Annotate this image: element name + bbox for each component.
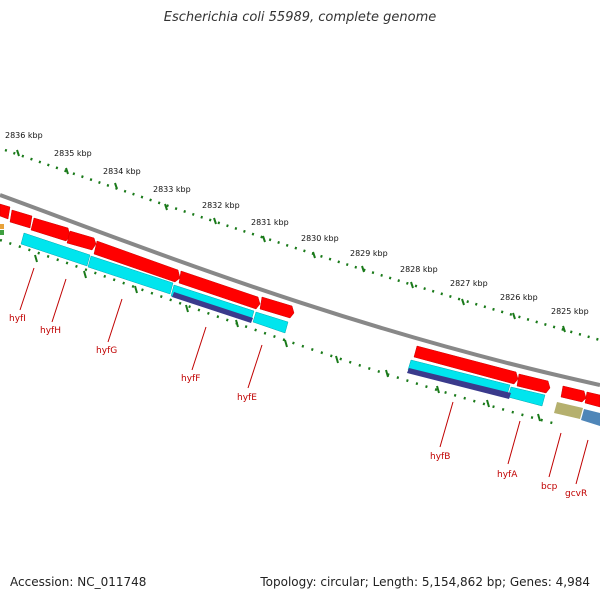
inner-major-ticks [34,254,541,422]
cds-features-right [413,345,600,408]
kbp-label: 2836 kbp [5,131,43,140]
outer-major-ticks [16,149,566,333]
kbp-label: 2830 kbp [301,234,339,243]
cds-features-left [0,203,295,319]
kbp-label: 2826 kbp [500,293,538,302]
gene-label-gcvR: gcvR [565,489,587,499]
rna-features [20,232,546,407]
gene-label-hyfA: hyfA [497,470,518,480]
gene-label-hyfH: hyfH [40,326,61,336]
gene-leaders [19,267,589,485]
gene-label-hyfB: hyfB [430,452,450,462]
kbp-label: 2828 kbp [400,265,438,274]
map-title: Escherichia coli 55989, complete genome [163,10,437,25]
genome-summary: Topology: circular; Length: 5,154,862 bp… [260,575,590,589]
misc-features [554,402,600,426]
edge-features [0,224,4,235]
kbp-label: 2832 kbp [202,201,240,210]
kbp-label: 2835 kbp [54,149,92,158]
kbp-label: 2827 kbp [450,279,488,288]
inner-scale-dots [0,238,561,427]
gene-label-hyfF: hyfF [181,374,200,384]
gene-label-hyfE: hyfE [237,393,257,403]
gene-label-hyfG: hyfG [96,346,117,356]
kbp-label: 2833 kbp [153,185,191,194]
accession-label: Accession: NC_011748 [10,575,147,589]
genome-backbone [0,193,600,387]
kbp-label: 2831 kbp [251,218,289,227]
kbp-label: 2834 kbp [103,167,141,176]
alt-features [172,292,511,399]
kbp-label: 2825 kbp [551,307,589,316]
gene-label-bcp: bcp [541,482,558,492]
kbp-label: 2829 kbp [350,249,388,258]
gene-label-hyfI: hyfI [9,314,26,324]
